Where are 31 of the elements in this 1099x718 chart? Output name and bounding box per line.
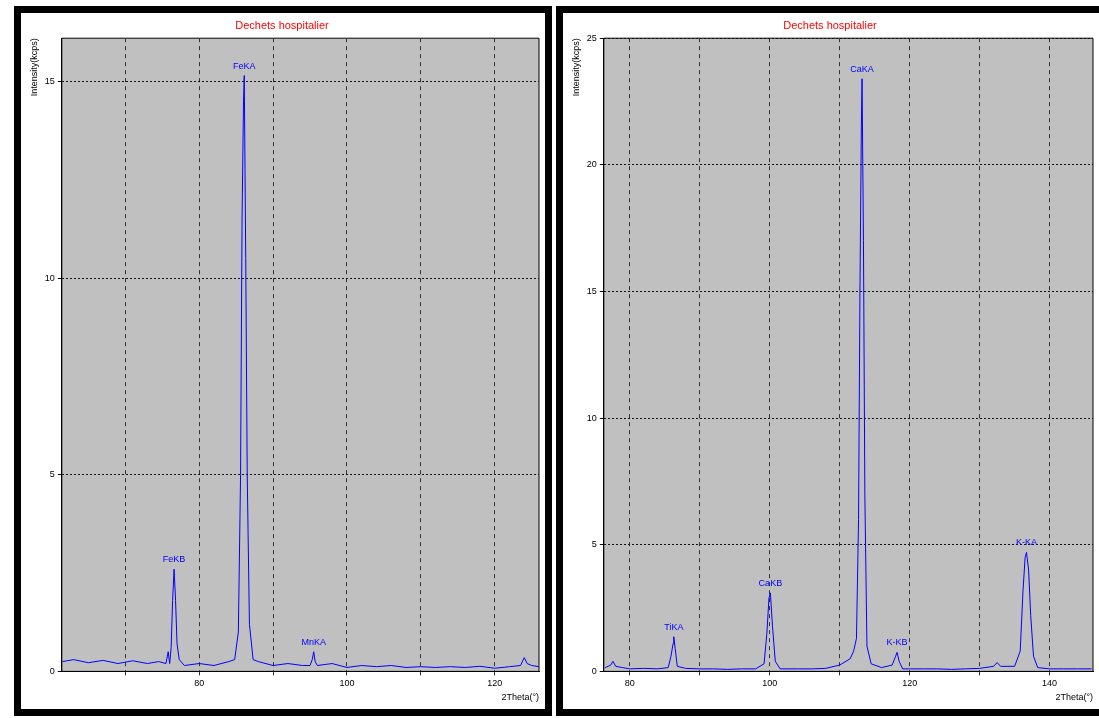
- y-tick-label: 10: [44, 272, 55, 283]
- y-tick-label: 25: [586, 32, 597, 43]
- annotation: FeKB: [162, 554, 186, 565]
- annotation: MnKA: [301, 636, 326, 647]
- x-axis-title: 2Theta(°): [1055, 692, 1093, 703]
- x-tick-label: 120: [902, 678, 918, 689]
- annotation: TiKA: [664, 621, 684, 632]
- x-tick-label: 80: [624, 678, 635, 689]
- annotation: K-KB: [886, 637, 908, 648]
- y-tick-label: 10: [586, 412, 597, 423]
- chart-title: Dechets hospitalier: [235, 18, 330, 31]
- y-tick-label: 0: [591, 665, 597, 676]
- y-tick-label: 5: [49, 469, 55, 480]
- chart-title: Dechets hospitalier: [783, 18, 878, 31]
- y-tick-label: 20: [586, 159, 597, 170]
- x-tick-label: 140: [1042, 678, 1058, 689]
- y-axis-title: Intensity(kcps): [28, 38, 39, 97]
- annotation: CaKA: [850, 63, 874, 74]
- annotation: FeKA: [233, 60, 256, 71]
- annotation: CaKB: [758, 577, 783, 588]
- y-tick-label: 0: [49, 665, 55, 676]
- y-axis-title: Intensity(kcps): [570, 38, 581, 97]
- y-tick-label: 15: [44, 75, 55, 86]
- x-tick-label: 80: [194, 678, 205, 689]
- y-tick-label: 15: [586, 285, 597, 296]
- x-tick-label: 100: [339, 678, 355, 689]
- x-tick-label: 120: [487, 678, 503, 689]
- x-axis-title: 2Theta(°): [501, 692, 539, 703]
- x-tick-label: 100: [762, 678, 778, 689]
- y-tick-label: 5: [591, 539, 597, 550]
- annotation: K-KA: [1016, 537, 1038, 548]
